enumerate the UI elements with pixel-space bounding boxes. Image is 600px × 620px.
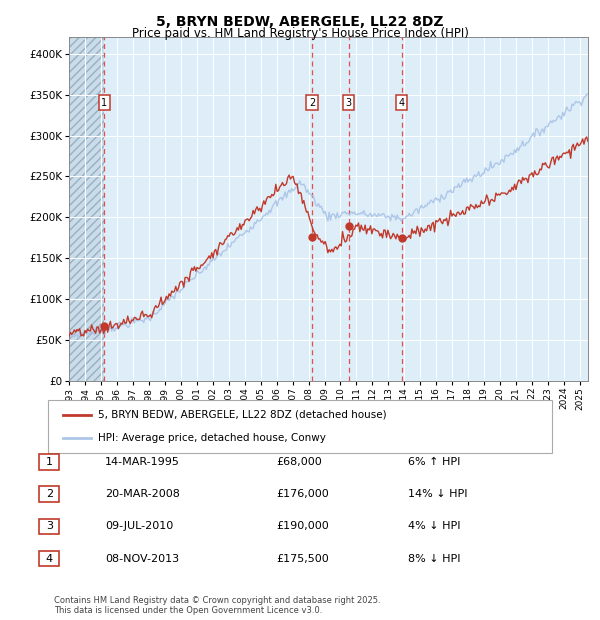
Text: £175,500: £175,500 <box>276 554 329 564</box>
Text: 3: 3 <box>46 521 53 531</box>
Text: 1: 1 <box>46 457 53 467</box>
Text: 5, BRYN BEDW, ABERGELE, LL22 8DZ: 5, BRYN BEDW, ABERGELE, LL22 8DZ <box>156 16 444 30</box>
Text: 4: 4 <box>399 98 405 108</box>
Text: £176,000: £176,000 <box>276 489 329 499</box>
Text: Contains HM Land Registry data © Crown copyright and database right 2025.
This d: Contains HM Land Registry data © Crown c… <box>54 596 380 615</box>
Text: 09-JUL-2010: 09-JUL-2010 <box>105 521 173 531</box>
Text: 1: 1 <box>101 98 107 108</box>
Text: 6% ↑ HPI: 6% ↑ HPI <box>408 457 460 467</box>
FancyBboxPatch shape <box>48 400 552 453</box>
Text: HPI: Average price, detached house, Conwy: HPI: Average price, detached house, Conw… <box>98 433 326 443</box>
Text: 4% ↓ HPI: 4% ↓ HPI <box>408 521 461 531</box>
FancyBboxPatch shape <box>40 486 59 502</box>
Bar <box>69 37 104 381</box>
FancyBboxPatch shape <box>40 454 59 470</box>
Text: 14-MAR-1995: 14-MAR-1995 <box>105 457 180 467</box>
Text: 4: 4 <box>46 554 53 564</box>
Text: £190,000: £190,000 <box>276 521 329 531</box>
Text: £68,000: £68,000 <box>276 457 322 467</box>
FancyBboxPatch shape <box>40 518 59 534</box>
FancyBboxPatch shape <box>40 551 59 567</box>
Text: 8% ↓ HPI: 8% ↓ HPI <box>408 554 461 564</box>
Text: 3: 3 <box>346 98 352 108</box>
Text: 14% ↓ HPI: 14% ↓ HPI <box>408 489 467 499</box>
Text: 2: 2 <box>46 489 53 499</box>
Text: 2: 2 <box>309 98 315 108</box>
Text: 5, BRYN BEDW, ABERGELE, LL22 8DZ (detached house): 5, BRYN BEDW, ABERGELE, LL22 8DZ (detach… <box>98 410 387 420</box>
Text: 08-NOV-2013: 08-NOV-2013 <box>105 554 179 564</box>
Text: Price paid vs. HM Land Registry's House Price Index (HPI): Price paid vs. HM Land Registry's House … <box>131 27 469 40</box>
Text: 20-MAR-2008: 20-MAR-2008 <box>105 489 180 499</box>
